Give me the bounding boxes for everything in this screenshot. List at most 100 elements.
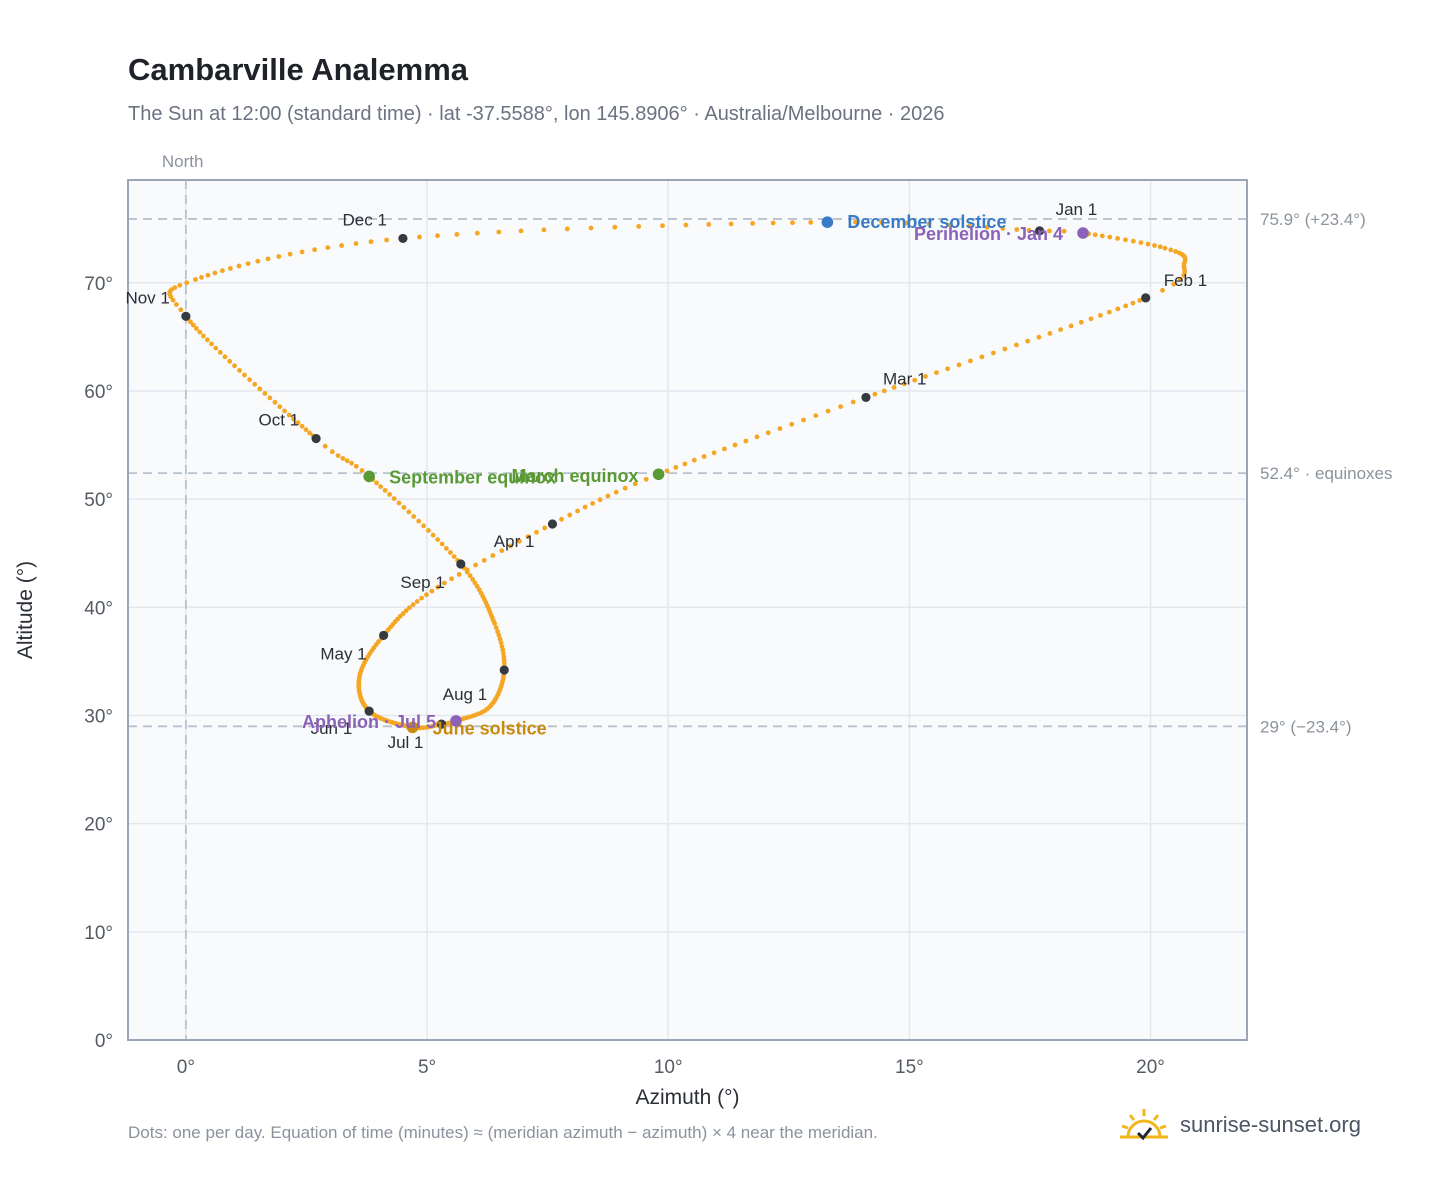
daily-sun-dot [303, 427, 309, 433]
daily-sun-dot [1107, 234, 1113, 240]
daily-sun-dot [732, 442, 738, 448]
event-marker-dot [821, 216, 834, 228]
daily-sun-dot [1123, 303, 1129, 309]
y-axis-title: Altitude (°) [14, 561, 37, 659]
daily-sun-dot [299, 249, 305, 255]
daily-sun-dot [597, 497, 603, 503]
daily-sun-dot [204, 337, 210, 343]
month-marker-dot [181, 311, 191, 321]
daily-sun-dot [588, 225, 594, 231]
event-marker-dot [406, 721, 419, 734]
daily-sun-dot [391, 496, 397, 501]
brand[interactable]: sunrise-sunset.org [1118, 1100, 1361, 1150]
event-marker-dot [1077, 227, 1089, 239]
daily-sun-dot [172, 285, 178, 290]
daily-sun-dot [664, 468, 670, 474]
daily-sun-dot [1014, 227, 1020, 232]
x-tick-label: 20° [1136, 1057, 1165, 1078]
daily-sun-dot [517, 538, 522, 544]
daily-sun-dot [312, 247, 317, 253]
daily-sun-dot [499, 548, 505, 554]
daily-sun-dot [1138, 240, 1144, 246]
y-tick-label: 10° [84, 923, 113, 944]
north-line: North [162, 152, 203, 1040]
brand-name: sunrise-sunset.org [1180, 1112, 1361, 1137]
daily-sun-dot [967, 223, 972, 229]
daily-sun-dot [414, 599, 420, 604]
daily-sun-dot [777, 426, 783, 431]
daily-sun-dot [622, 485, 628, 491]
daily-sun-dot [410, 602, 416, 607]
reference-lines: 75.9° (+23.4°) 52.4° · equinoxes 29° (−23.… [128, 210, 1393, 736]
daily-sun-dot [750, 221, 755, 226]
daily-sun-dot [430, 532, 436, 538]
daily-sun-dot [439, 541, 445, 547]
daily-sun-dot [1171, 281, 1177, 287]
reference-line-label: 29° (−23.4°) [1260, 717, 1352, 736]
daily-sun-dot [1036, 334, 1042, 340]
daily-sun-dot [1047, 228, 1052, 234]
daily-sun-dot [984, 224, 990, 230]
daily-sun-dot [193, 277, 198, 282]
chart-title: Cambarville Analemma [128, 52, 469, 87]
daily-sun-dot [464, 569, 470, 575]
daily-sun-dot [673, 465, 679, 470]
daily-sun-dot [228, 266, 233, 271]
footnote: Dots: one per day. Equation of time (min… [128, 1123, 878, 1142]
daily-sun-dot [1160, 287, 1165, 293]
daily-sun-dot [1168, 247, 1174, 253]
daily-sun-dot [945, 366, 950, 372]
daily-sun-dot [765, 430, 771, 436]
month-marker-dot [364, 706, 374, 716]
y-tick-label: 20° [84, 815, 113, 836]
daily-sun-dot [891, 385, 897, 390]
daily-sun-dot [401, 505, 407, 510]
daily-sun-dot [406, 509, 412, 515]
daily-sun-dot [276, 254, 282, 259]
daily-sun-dot [683, 222, 689, 228]
daily-sun-dot [454, 232, 460, 237]
daily-sun-dot [825, 408, 831, 414]
daily-sun-dot [1137, 298, 1143, 303]
daily-sun-dot [374, 480, 379, 486]
daily-sun-dot [194, 326, 199, 331]
daily-sun-dot [329, 449, 335, 455]
daily-sun-dot [242, 372, 247, 378]
event-marker-label: March equinox [512, 466, 639, 486]
daily-sun-dot [853, 219, 858, 225]
daily-sun-dot [222, 354, 228, 360]
plot-frame [127, 179, 1248, 1041]
daily-sun-dot [1123, 237, 1128, 243]
daily-sun-dot [542, 525, 548, 531]
daily-sun-dot [277, 404, 283, 410]
daily-sun-dot [1152, 243, 1157, 248]
daily-sun-dot [613, 489, 619, 495]
event-marker-dot [652, 468, 665, 481]
daily-sun-dot [789, 421, 795, 427]
month-marker-label: Sep 1 [400, 573, 444, 592]
daily-sun-dot [991, 350, 996, 356]
daily-sun-dot [500, 647, 506, 653]
daily-sun-dot [754, 434, 760, 440]
daily-sun-dot [177, 282, 183, 288]
axis-ticks: 0° 5° 10° 15° 20° 0° 10° 20° 30° 40° 50° 60° 70° [84, 274, 1165, 1078]
daily-sun-dot [722, 446, 727, 452]
plot-border [127, 179, 1248, 1041]
daily-sun-dot [850, 399, 856, 405]
daily-sun-dot [426, 528, 431, 533]
daily-sun-dot [605, 493, 611, 499]
daily-sun-dot [979, 354, 985, 360]
daily-sun-dot [838, 404, 843, 409]
daily-sun-dot [353, 241, 359, 247]
daily-sun-dot [325, 245, 331, 251]
daily-sun-dot [442, 580, 447, 586]
daily-sun-dot [435, 537, 441, 542]
daily-sun-dot [299, 423, 305, 429]
daily-sun-dot [359, 468, 365, 473]
event-marker-label: December solstice [847, 212, 1006, 232]
daily-sun-dot [903, 220, 909, 226]
daily-sun-dot [307, 430, 312, 436]
sun-logo-icon [1120, 1109, 1168, 1141]
reference-line-label: 52.4° · equinoxes [1260, 464, 1393, 483]
daily-sun-dot [643, 476, 649, 482]
